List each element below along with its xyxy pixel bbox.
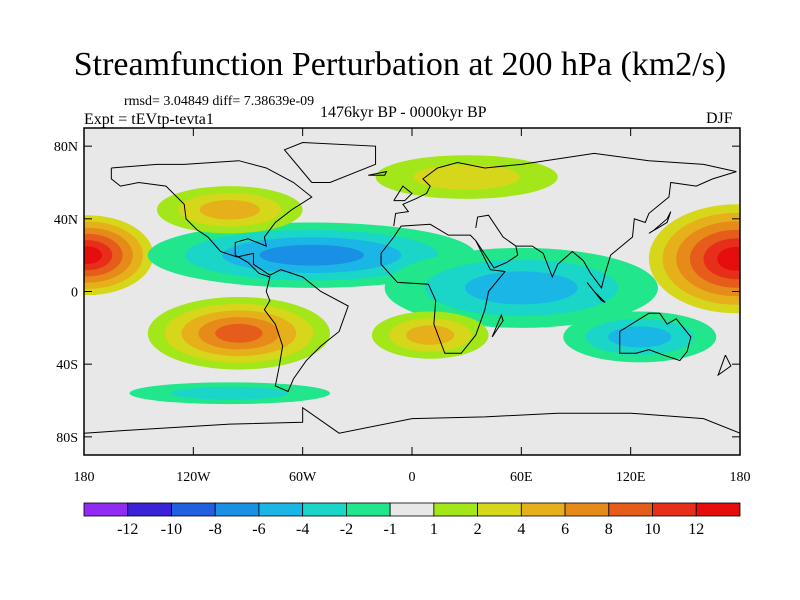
coastline: [586, 282, 606, 303]
coastline: [393, 185, 413, 202]
x-tick-label: 60W: [289, 470, 317, 485]
coastline: [368, 170, 388, 176]
colorbar-swatch: [608, 502, 653, 517]
colorbar-swatch: [695, 502, 741, 517]
colorbar-swatch: [477, 502, 522, 517]
colorbar-swatch: [171, 502, 216, 517]
contour-fields: [84, 155, 740, 405]
coastline: [717, 354, 732, 377]
coastline: [648, 211, 672, 234]
colorbar-swatch: [345, 502, 391, 517]
anomaly-contour: [259, 244, 364, 266]
chart-title: Streamfunction Perturbation at 200 hPa (…: [73, 46, 727, 83]
coastline: [283, 142, 377, 183]
y-tick-label: 40N: [54, 213, 78, 228]
experiment-label: Expt = tEVtp-tevta1: [84, 111, 214, 128]
colorbar-swatch: [520, 502, 566, 517]
anomaly-contour: [413, 164, 520, 190]
colorbar-swatch: [214, 502, 260, 517]
colorbar-swatch: [564, 502, 610, 517]
x-tick-label: 180: [74, 470, 95, 485]
colorbar: -12 -10 -8 -6 -4 -2 -1 1 2 4 6 8 10 12: [83, 502, 741, 538]
y-tick-label: 0: [71, 286, 78, 301]
colorbar-label: 4: [517, 521, 525, 538]
coastline: [515, 171, 737, 290]
colorbar-label: -12: [117, 521, 138, 538]
colorbar-label: 6: [561, 521, 569, 538]
coastline: [491, 313, 504, 338]
map-area: [83, 127, 741, 456]
colorbar-swatch: [433, 502, 479, 517]
colorbar-swatch: [302, 502, 347, 517]
x-tick-label: 120E: [616, 470, 646, 485]
y-tick-label: 40S: [56, 358, 78, 373]
colorbar-label: -8: [209, 521, 222, 538]
colorbar-label: 10: [645, 521, 661, 538]
anomaly-contour: [465, 271, 578, 305]
colorbar-label: 1: [430, 521, 438, 538]
x-tick-label: 120W: [176, 470, 211, 485]
colorbar-swatch: [389, 502, 435, 517]
y-tick-label: 80N: [54, 140, 78, 155]
y-tick-label: 80S: [56, 431, 78, 446]
colorbar-swatch: [652, 502, 697, 517]
coastline: [393, 152, 737, 227]
coastline: [110, 160, 349, 393]
x-tick-label: 0: [409, 470, 416, 485]
anomaly-contour: [406, 325, 455, 345]
period-label: 1476kyr BP - 0000kyr BP: [320, 104, 487, 121]
colorbar-label: -1: [383, 521, 396, 538]
colorbar-swatch: [258, 502, 304, 517]
colorbar-label: 12: [688, 521, 704, 538]
anomaly-contour: [608, 326, 672, 348]
anomaly-contour: [171, 386, 289, 400]
season-label: DJF: [706, 110, 733, 127]
x-tick-label: 180: [730, 470, 751, 485]
anomaly-contour: [199, 200, 260, 220]
coastline: [380, 223, 506, 354]
colorbar-label: 8: [605, 521, 613, 538]
coastlines: [84, 142, 740, 434]
colorbar-label: 2: [474, 521, 482, 538]
anomaly-contour: [717, 246, 740, 271]
colorbar-swatch: [83, 502, 129, 517]
coastline: [84, 406, 740, 434]
colorbar-label: -10: [161, 521, 182, 538]
x-axis: 180 120W 60W 0 60E 120E 180: [74, 128, 751, 485]
anomaly-contour: [215, 323, 263, 343]
colorbar-label: -4: [296, 521, 309, 538]
coastline: [475, 214, 519, 269]
x-tick-label: 60E: [510, 470, 533, 485]
anomaly-contour: [84, 246, 102, 264]
colorbar-label: -6: [252, 521, 265, 538]
colorbar-label: -2: [340, 521, 353, 538]
y-axis: 80N 40N 0 40S 80S: [54, 140, 740, 446]
colorbar-swatch: [127, 502, 172, 517]
stats-label: rmsd= 3.04849 diff= 7.38639e-09: [124, 94, 315, 109]
coastline: [619, 312, 692, 362]
